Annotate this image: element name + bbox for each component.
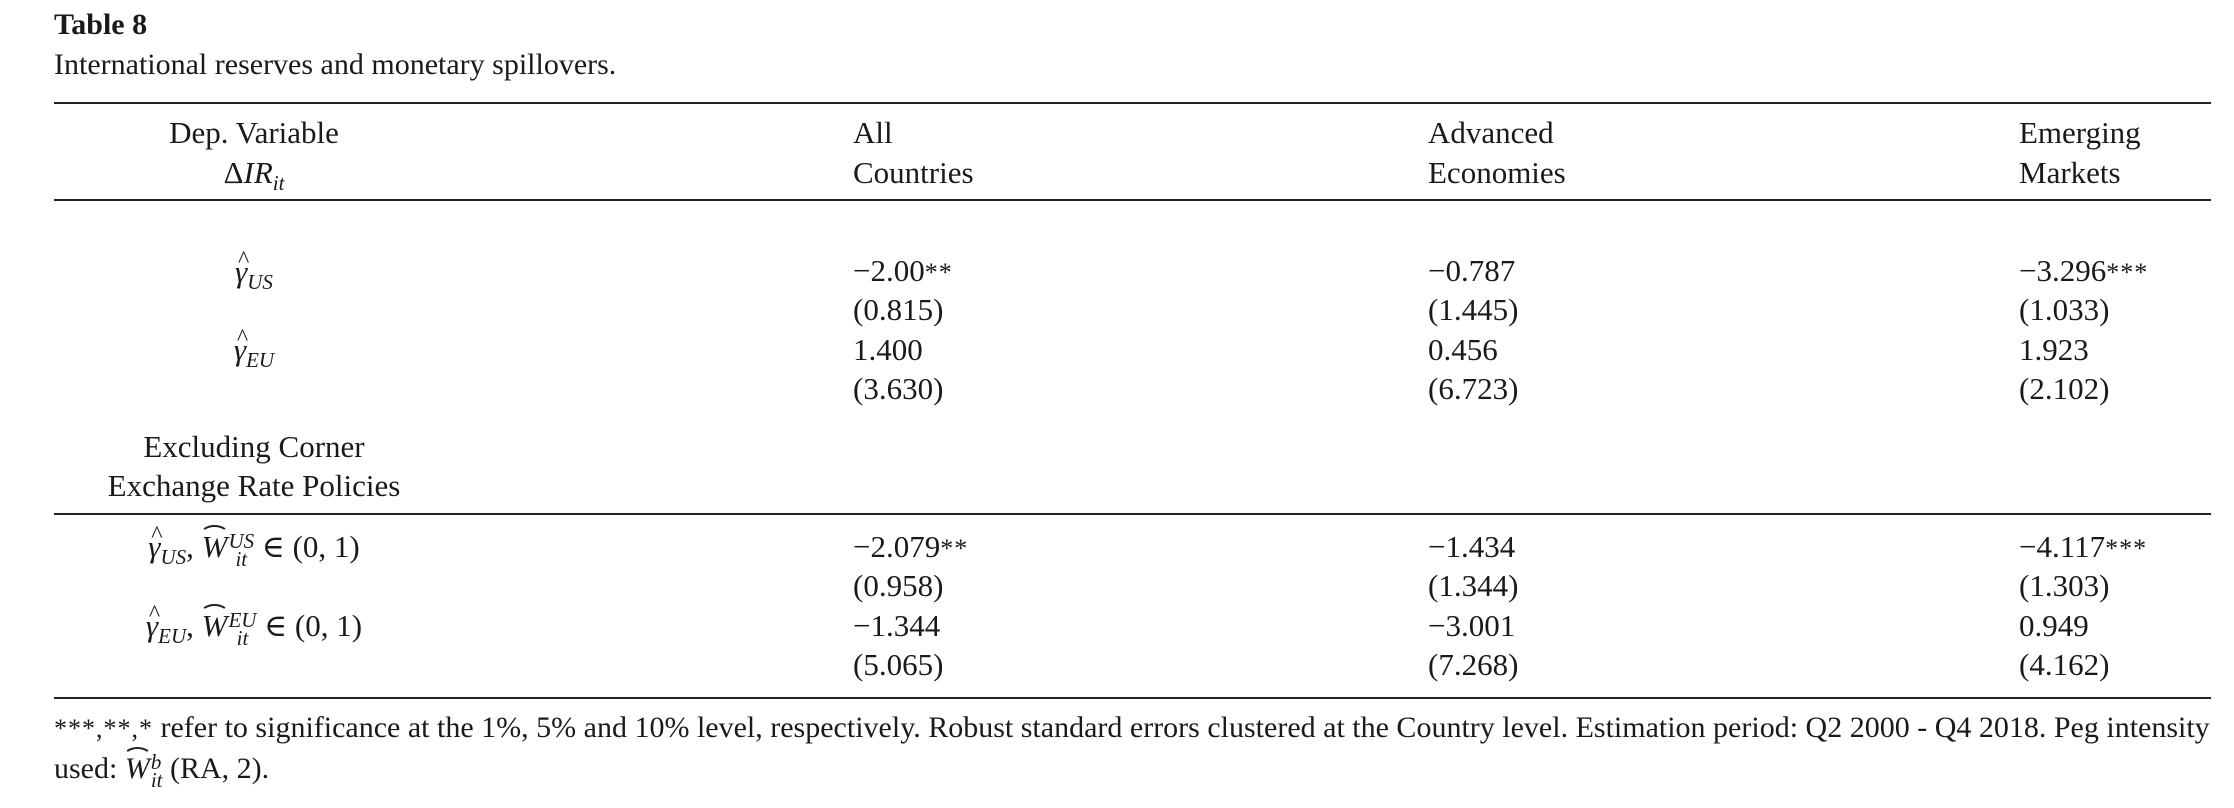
section-rule: [54, 513, 2211, 515]
coef-eu-excl-all: −1.344: [853, 608, 941, 643]
footnote-tail: (RA, 2).: [162, 752, 270, 785]
header-rule: [54, 199, 2211, 201]
col-header-advanced-line1: Advanced: [1428, 115, 1554, 150]
se-eu-emerging: (2.102): [2019, 371, 2110, 406]
se-eu-excl-all: (5.065): [853, 647, 944, 682]
coef-us-excl-advanced: −1.434: [1428, 529, 1516, 564]
col-header-advanced-line2: Economies: [1428, 155, 1566, 190]
dep-variable-symbol: ΔIRit: [223, 155, 285, 195]
se-us-advanced: (1.445): [1428, 292, 1519, 327]
se-us-excl-advanced: (1.344): [1428, 568, 1519, 603]
footnote-stars: ***,**,*: [54, 714, 153, 743]
section-label-line2: Exchange Rate Policies: [107, 468, 401, 503]
bottom-rule: [54, 697, 2211, 699]
se-eu-all: (3.630): [853, 371, 944, 406]
coef-eu-emerging: 1.923: [2019, 332, 2089, 367]
col-header-emerging-line2: Markets: [2019, 155, 2121, 190]
table-label: Table 8: [54, 8, 148, 41]
table-caption: International reserves and monetary spil…: [54, 48, 617, 81]
col-header-all-line2: Countries: [853, 155, 974, 190]
coef-us-all: −2.00**: [853, 253, 953, 288]
coef-eu-advanced: 0.456: [1428, 332, 1498, 367]
coef-eu-excl-advanced: −3.001: [1428, 608, 1516, 643]
row-label-gamma-eu: γEU: [54, 318, 454, 373]
coef-us-emerging: −3.296***: [2019, 253, 2149, 288]
col-header-all-line1: All: [853, 115, 893, 150]
coef-eu-excl-emerging: 0.949: [2019, 608, 2089, 643]
coef-eu-all: 1.400: [853, 332, 923, 367]
col-header-emerging-line1: Emerging: [2019, 115, 2141, 150]
section-label-line1: Excluding Corner: [143, 429, 365, 464]
se-us-all: (0.815): [853, 292, 944, 327]
se-eu-advanced: (6.723): [1428, 371, 1519, 406]
se-us-excl-emerging: (1.303): [2019, 568, 2110, 603]
se-eu-excl-advanced: (7.268): [1428, 647, 1519, 682]
coef-us-advanced: −0.787: [1428, 253, 1516, 288]
table-footnote: ***,**,* refer to significance at the 1%…: [54, 711, 2210, 793]
se-us-emerging: (1.033): [2019, 292, 2110, 327]
coef-us-excl-emerging: −4.117***: [2019, 529, 2148, 564]
footnote-w-symbol: W: [122, 747, 152, 789]
dep-variable-label: Dep. Variable: [169, 115, 339, 150]
footnote-text: refer to significance at the 1%, 5% and …: [54, 711, 2210, 785]
coef-us-excl-all: −2.079**: [853, 529, 969, 564]
se-us-excl-all: (0.958): [853, 568, 944, 603]
top-rule: [54, 102, 2211, 104]
row-label-gamma-us: γUS: [54, 240, 454, 295]
se-eu-excl-emerging: (4.162): [2019, 647, 2110, 682]
